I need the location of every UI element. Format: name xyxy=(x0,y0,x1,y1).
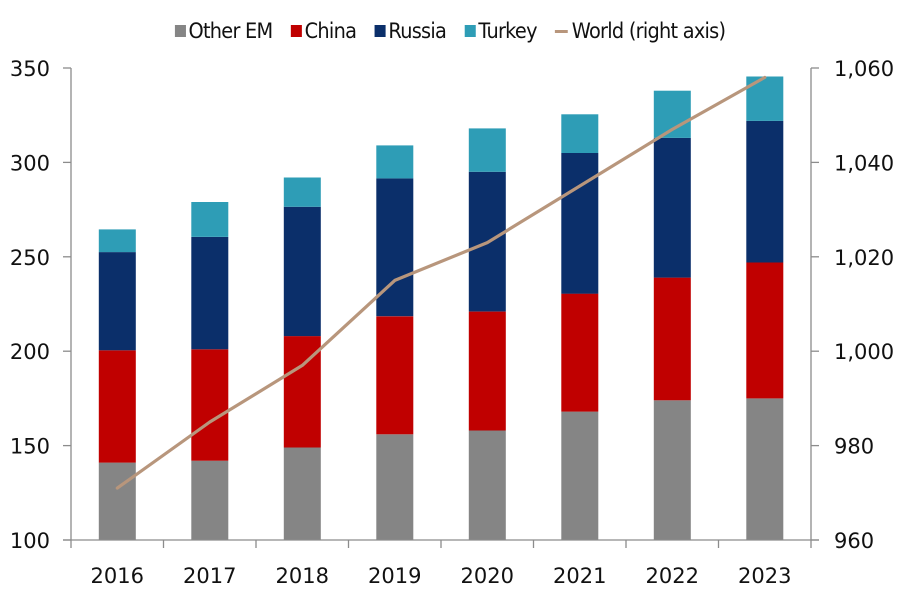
left-axis-label: 300 xyxy=(10,151,50,175)
bar-china-2021 xyxy=(561,293,599,412)
right-axis-label: 980 xyxy=(834,435,874,459)
legend-label-china: China xyxy=(304,19,357,43)
left-axis-label: 150 xyxy=(10,435,50,459)
bar-china-2023 xyxy=(746,262,784,399)
bar-russia-2021 xyxy=(561,153,599,294)
bar-turkey-2020 xyxy=(468,128,506,172)
x-axis-label-2023: 2023 xyxy=(738,564,791,588)
legend-item-other-em: Other EM xyxy=(174,19,273,43)
tick-labels-layer: 100 150 200 250 300 350 960 980 1,000 1,020 1,040 1… xyxy=(10,57,894,588)
bar-china-2019 xyxy=(376,316,414,435)
world-line xyxy=(115,75,767,490)
bar-turkey-2017 xyxy=(191,202,229,237)
legend-line-world xyxy=(555,29,569,33)
bar-other-em-2023 xyxy=(746,398,784,540)
legend-item-world: World (right axis) xyxy=(555,19,726,43)
right-axis-label: 1,060 xyxy=(834,57,894,81)
right-axis-label: 960 xyxy=(834,529,874,553)
x-axis-label-2019: 2019 xyxy=(368,564,421,588)
bar-turkey-2018 xyxy=(283,177,321,207)
bar-russia-2016 xyxy=(98,252,136,351)
legend-label-turkey: Turkey xyxy=(478,19,537,43)
bars-layer xyxy=(98,76,784,540)
axes-layer xyxy=(63,67,819,548)
bar-russia-2017 xyxy=(191,237,229,350)
right-axis-label: 1,000 xyxy=(834,340,894,364)
left-axis-label: 350 xyxy=(10,57,50,81)
bar-china-2022 xyxy=(653,277,691,401)
x-axis-label-2022: 2022 xyxy=(646,564,699,588)
bar-turkey-2021 xyxy=(561,114,599,153)
bar-other-em-2021 xyxy=(561,411,599,540)
bar-russia-2018 xyxy=(283,206,321,337)
x-axis-label-2017: 2017 xyxy=(183,564,236,588)
left-axis-label: 250 xyxy=(10,246,50,270)
legend-swatch-china xyxy=(290,25,302,37)
bar-other-em-2018 xyxy=(283,447,321,540)
bar-other-em-2017 xyxy=(191,460,229,540)
x-axis-label-2018: 2018 xyxy=(276,564,329,588)
legend-item-turkey: Turkey xyxy=(464,19,538,43)
bar-other-em-2016 xyxy=(98,462,136,540)
legend-label-world: World (right axis) xyxy=(571,19,726,43)
legend-swatch-other-em xyxy=(174,25,186,37)
legend-item-russia: Russia xyxy=(374,19,447,43)
legend-label-russia: Russia xyxy=(388,19,447,43)
left-axis-label: 100 xyxy=(10,529,50,553)
right-axis-label: 1,020 xyxy=(834,246,894,270)
bar-turkey-2019 xyxy=(376,145,414,179)
bar-china-2017 xyxy=(191,349,229,461)
bar-other-em-2020 xyxy=(468,430,506,540)
legend-swatch-turkey xyxy=(464,25,476,37)
x-axis-label-2021: 2021 xyxy=(553,564,606,588)
x-axis-label-2016: 2016 xyxy=(91,564,144,588)
bar-china-2020 xyxy=(468,311,506,431)
bar-china-2016 xyxy=(98,350,136,463)
legend-item-china: China xyxy=(290,19,357,43)
left-axis-label: 200 xyxy=(10,340,50,364)
bar-russia-2023 xyxy=(746,120,784,263)
bar-turkey-2016 xyxy=(98,229,136,253)
bar-other-em-2019 xyxy=(376,434,414,540)
legend-swatch-russia xyxy=(374,25,386,37)
x-axis-label-2020: 2020 xyxy=(461,564,514,588)
bar-other-em-2022 xyxy=(653,400,691,540)
bar-russia-2022 xyxy=(653,137,691,278)
world-line-layer xyxy=(115,75,767,490)
bar-russia-2019 xyxy=(376,178,414,317)
legend: Other EM China Russia Turkey World (righ… xyxy=(36,14,864,48)
right-axis-label: 1,040 xyxy=(834,151,894,175)
legend-label-other-em: Other EM xyxy=(188,19,273,43)
